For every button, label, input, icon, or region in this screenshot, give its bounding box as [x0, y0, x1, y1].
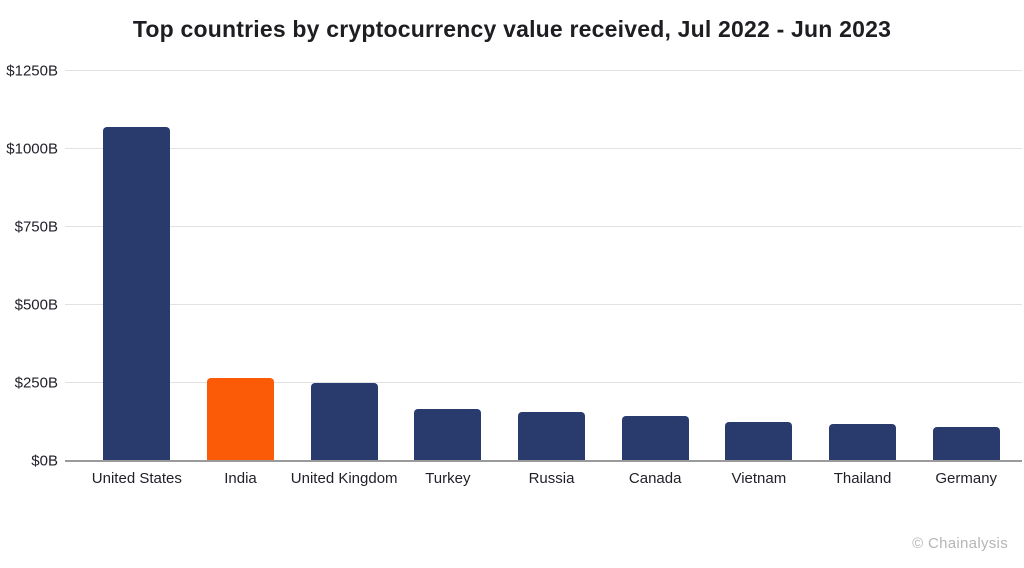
gridline-250 [65, 382, 1022, 383]
y-tick-label-750: $750B [14, 218, 58, 236]
gridline-1250 [65, 70, 1022, 71]
bar-column-thailand: Thailand [811, 71, 915, 487]
bar-united-states [103, 127, 171, 461]
bar-canada [621, 416, 689, 461]
bar-vietnam [725, 422, 793, 461]
bar-column-india: India [189, 71, 293, 487]
bar-russia [518, 412, 586, 461]
bar-column-united-states: United States [85, 71, 189, 487]
x-label-vietnam: Vietnam [731, 470, 787, 487]
y-tick-label-0: $0B [31, 452, 58, 470]
bar-thailand [829, 423, 897, 461]
y-tick-label-250: $250B [14, 374, 58, 392]
chart-title: Top countries by cryptocurrency value re… [132, 16, 892, 42]
gridline-750 [65, 226, 1022, 227]
bar-column-germany: Germany [914, 71, 1018, 487]
bar-column-united-kingdom: United Kingdom [291, 71, 398, 487]
x-label-canada: Canada [628, 470, 682, 487]
y-tick-label-500: $500B [14, 296, 58, 314]
bar-column-canada: Canada [603, 71, 707, 487]
y-tick-label-1250: $1250B [6, 62, 58, 80]
gridline-500 [65, 304, 1022, 305]
watermark-chainalysis: © Chainalysis [912, 535, 1008, 552]
x-label-united-kingdom: United Kingdom [290, 470, 398, 487]
bar-column-vietnam: Vietnam [707, 71, 811, 487]
bar-united-kingdom [310, 383, 378, 461]
plot-area: United States India United Kingdom Turkey Ru… [65, 70, 1022, 487]
x-label-united-states: United States [91, 470, 182, 487]
x-label-russia: Russia [528, 470, 575, 487]
bar-turkey [414, 408, 482, 461]
bar-column-turkey: Turkey [396, 71, 500, 487]
bar-india [207, 377, 274, 461]
x-label-germany: Germany [935, 470, 998, 487]
x-label-india: India [224, 470, 257, 487]
bars-row: United States India United Kingdom Turkey Ru… [65, 71, 1022, 487]
y-axis: $0B $250B $500B $750B $1000B $1250B [0, 63, 58, 470]
x-label-turkey: Turkey [425, 470, 471, 487]
bar-germany [932, 426, 1000, 461]
gridline-1000 [65, 148, 1022, 149]
y-tick-label-1000: $1000B [6, 140, 58, 158]
x-label-thailand: Thailand [833, 470, 892, 487]
bar-column-russia: Russia [500, 71, 604, 487]
x-axis-baseline [65, 460, 1022, 462]
